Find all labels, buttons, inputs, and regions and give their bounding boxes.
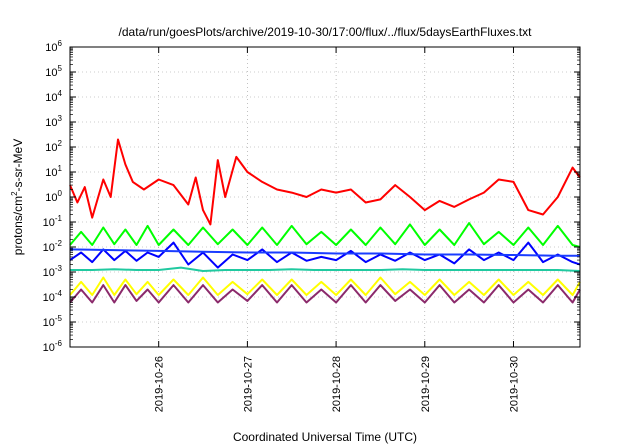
- series-line-5: [70, 266, 581, 272]
- series-group: [69, 138, 581, 304]
- y-axis-label: protons/cm2-s-sr-MeV: [10, 139, 25, 255]
- series-line-1: [69, 138, 581, 226]
- x-axis-label: Coordinated Universal Time (UTC): [233, 430, 417, 444]
- series-line-7: [69, 284, 581, 304]
- y-tick-label: 10-1: [43, 214, 63, 229]
- y-tick-label: 104: [45, 89, 62, 104]
- y-tick-label: 103: [45, 114, 62, 129]
- x-tick-label: 2019-10-30: [508, 356, 520, 412]
- y-tick-label: 101: [45, 164, 62, 179]
- series-line-4: [69, 248, 580, 257]
- y-tick-labels: 10-6 10-5 10-4 10-3 10-2 10-1 100 101 102 103 104 1…: [43, 39, 63, 354]
- y-tick-label: 100: [45, 189, 62, 204]
- y-tick-label: 10-3: [43, 264, 63, 279]
- x-tick-label: 2019-10-28: [331, 356, 343, 412]
- series-line-3: [69, 241, 581, 269]
- y-tick-label: 106: [45, 39, 62, 54]
- y-tick-label: 10-5: [43, 314, 63, 329]
- y-tick-label: 105: [45, 64, 62, 79]
- y-tick-label: 10-6: [43, 339, 63, 354]
- y-tick-label: 102: [45, 139, 62, 154]
- series-line-6: [69, 276, 581, 296]
- grid-lines: [70, 47, 580, 347]
- x-tick-label: 2019-10-26: [154, 356, 166, 412]
- x-tick-label: 2019-10-27: [242, 356, 254, 412]
- x-tick-label: 2019-10-29: [420, 356, 432, 412]
- y-tick-label: 10-2: [43, 239, 63, 254]
- tick-marks: [70, 46, 580, 348]
- chart-title: /data/run/goesPlots/archive/2019-10-30/1…: [119, 25, 533, 39]
- series-line-2: [69, 222, 581, 248]
- y-axis-label-base: protons/cm: [11, 196, 25, 255]
- y-axis-label-exp: 2: [10, 191, 19, 196]
- y-tick-label: 10-4: [43, 289, 63, 304]
- y-axis-label-rest: -s-sr-MeV: [11, 139, 25, 192]
- x-tick-labels: 2019-10-26 2019-10-27 2019-10-28 2019-10-29…: [154, 356, 521, 412]
